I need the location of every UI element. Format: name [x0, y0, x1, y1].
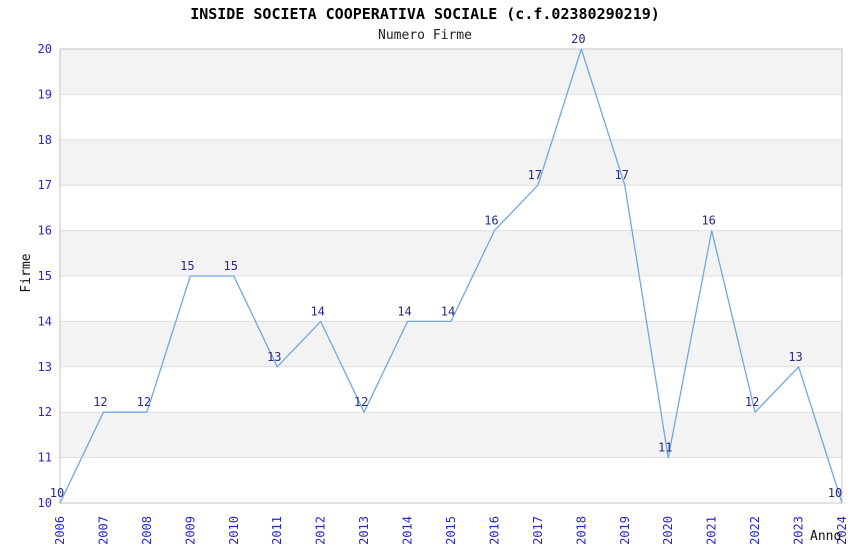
plot-border	[59, 48, 843, 504]
x-tick-label: 2008	[140, 516, 154, 545]
data-point-label: 12	[354, 395, 368, 409]
y-tick-label: 19	[38, 87, 52, 101]
x-tick-label: 2010	[227, 516, 241, 545]
data-point-label: 15	[224, 259, 238, 273]
x-tick-label: 2015	[444, 516, 458, 545]
data-point-label: 12	[745, 395, 759, 409]
x-tick-label: 2020	[661, 516, 675, 545]
x-tick-label: 2021	[705, 516, 719, 545]
data-point-label: 10	[50, 486, 64, 500]
data-point-label: 10	[828, 486, 842, 500]
x-tick-label: 2012	[314, 516, 328, 545]
x-tick-label: 2024	[835, 516, 849, 545]
data-point-label: 14	[310, 304, 324, 318]
x-tick-label: 2013	[357, 516, 371, 545]
x-tick-label: 2022	[748, 516, 762, 545]
x-tick-label: 2023	[792, 516, 806, 545]
data-point-label: 17	[615, 168, 629, 182]
x-tick-label: 2019	[618, 516, 632, 545]
data-series-line	[59, 48, 843, 504]
plot-band	[60, 321, 842, 367]
x-tick-label: 2018	[574, 516, 588, 545]
x-axis-title: Anno	[810, 529, 842, 544]
data-point-label: 12	[137, 395, 151, 409]
x-tick-label: 2014	[401, 516, 415, 545]
y-tick-label: 10	[38, 496, 52, 510]
y-tick-label: 14	[38, 314, 52, 328]
plot-band	[60, 139, 842, 186]
y-tick-label: 15	[38, 269, 52, 283]
data-point-label: 20	[571, 32, 585, 46]
data-point-label: 16	[701, 214, 715, 228]
data-point-label: 13	[267, 350, 281, 364]
data-point-label: 13	[788, 350, 802, 364]
y-tick-label: 20	[38, 42, 52, 56]
chart-subtitle: Numero Firme	[378, 28, 472, 43]
data-point-label: 15	[180, 259, 194, 273]
x-tick-label: 2006	[53, 516, 67, 545]
x-tick-label: 2011	[270, 516, 284, 545]
y-tick-label: 16	[38, 224, 52, 238]
plot-band	[60, 412, 842, 458]
data-point-label: 14	[441, 304, 455, 318]
y-tick-label: 13	[38, 360, 52, 374]
x-tick-label: 2007	[96, 516, 110, 545]
x-tick-label: 2016	[487, 516, 501, 545]
data-point-label: 17	[528, 168, 542, 182]
chart-title: INSIDE SOCIETA COOPERATIVA SOCIALE (c.f.…	[190, 5, 660, 23]
data-point-label: 11	[658, 441, 672, 455]
plot-band	[60, 49, 842, 95]
x-tick-label: 2009	[183, 516, 197, 545]
y-tick-label: 12	[38, 405, 52, 419]
data-point-label: 16	[484, 214, 498, 228]
plot-band	[60, 230, 842, 276]
x-tick-label: 2017	[531, 516, 545, 545]
data-point-label: 14	[397, 304, 411, 318]
y-tick-label: 11	[38, 451, 52, 465]
y-tick-label: 17	[38, 178, 52, 192]
y-tick-label: 18	[38, 133, 52, 147]
data-point-label: 12	[93, 395, 107, 409]
